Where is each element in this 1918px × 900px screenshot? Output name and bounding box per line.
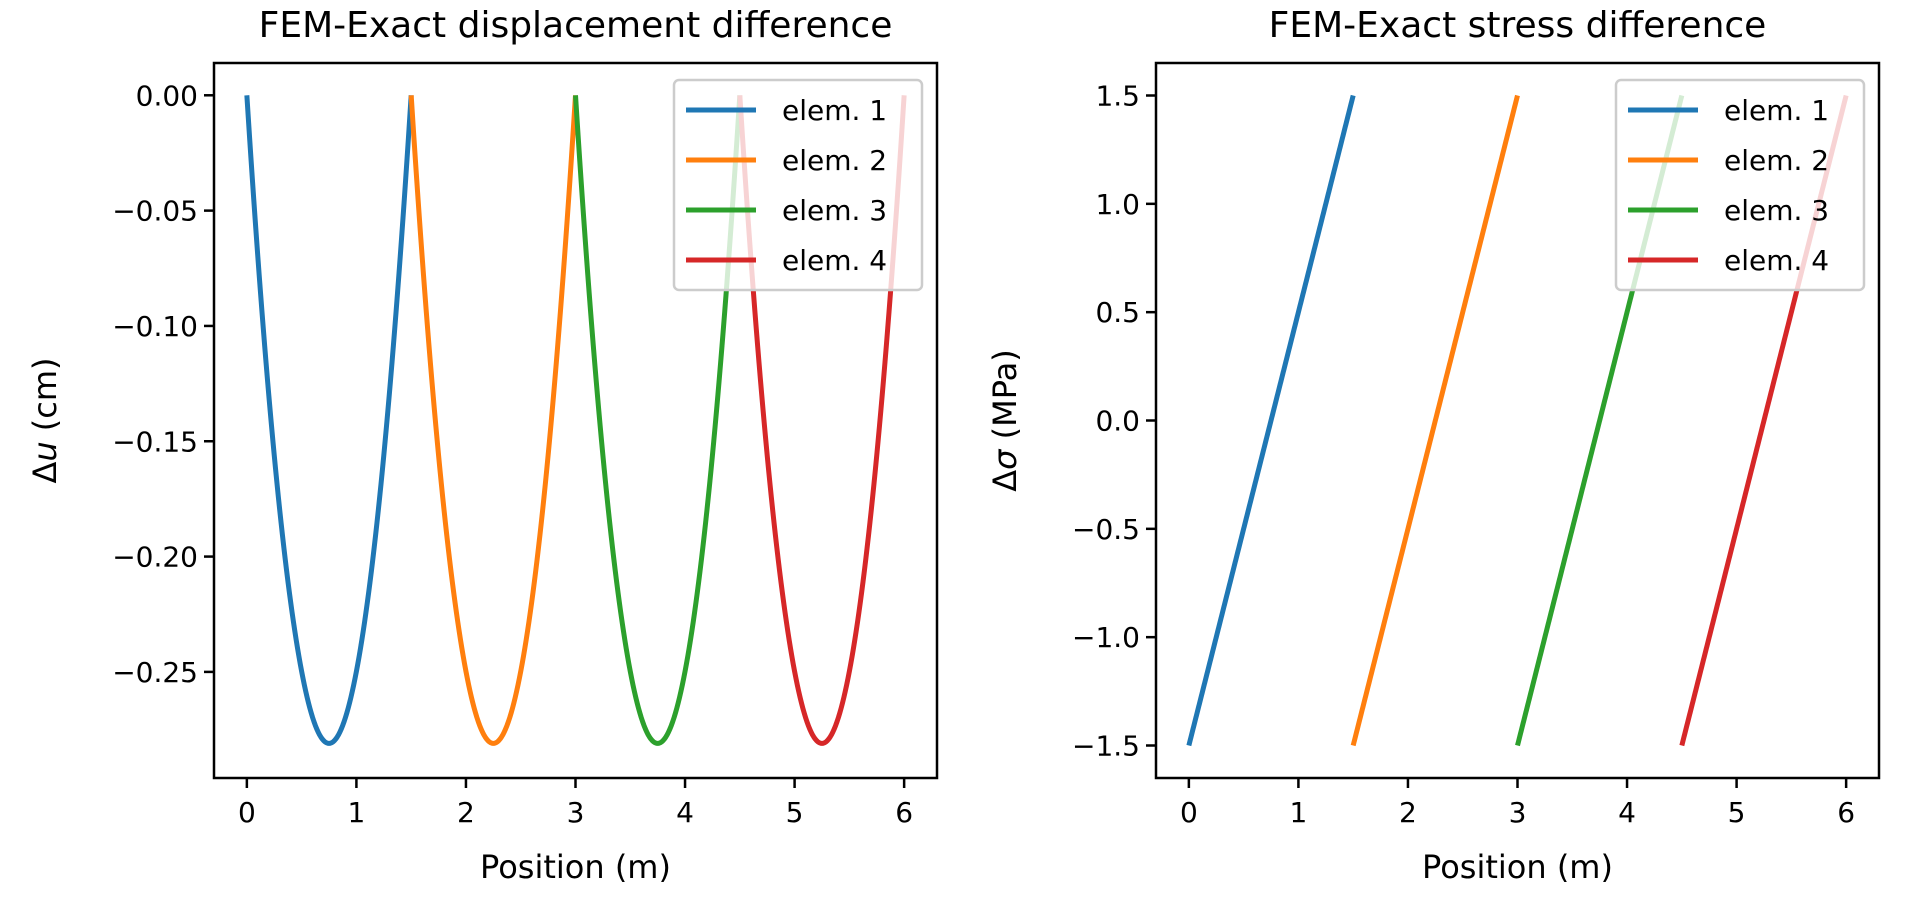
legend-item: elem. 4 [1628, 244, 1829, 277]
y-tick-label: −1.5 [1072, 730, 1140, 763]
chart-panel-1: 0 1 2 3 4 5 6 0.00 −0.05 −0.10 −0.15 −0.20 −0.25 FEM-… [26, 5, 939, 886]
x-tick-label: 6 [1837, 796, 1855, 829]
x-tick-label: 3 [1509, 796, 1527, 829]
legend-label: elem. 2 [782, 144, 887, 177]
legend-label: elem. 2 [1724, 144, 1829, 177]
legend-item: elem. 2 [1628, 144, 1829, 177]
legend-item: elem. 2 [686, 144, 887, 177]
y-axis-label: Δσ (MPa) [986, 349, 1024, 491]
chart-title: FEM-Exact displacement difference [259, 5, 893, 46]
x-tick-label: 0 [238, 796, 256, 829]
y-axis-label-symbol: u [26, 441, 64, 461]
legend: elem. 1 elem. 2 elem. 3 elem. 4 [1614, 78, 1866, 292]
x-tick-label: 5 [786, 796, 804, 829]
y-tick-label: −0.15 [112, 425, 198, 458]
y-tick-label: −0.20 [112, 541, 198, 574]
legend-box [672, 78, 924, 292]
y-tick-label: 1.5 [1095, 80, 1140, 113]
x-tick-label: 0 [1180, 796, 1198, 829]
x-tick-label: 2 [457, 796, 475, 829]
series-line-2 [1350, 94, 1520, 747]
legend-box [1614, 78, 1866, 292]
y-axis-label-prefix: Δ [986, 470, 1024, 492]
y-axis-label-symbol: σ [986, 448, 1024, 470]
chart-title: FEM-Exact stress difference [1269, 5, 1767, 46]
series-line-4 [737, 95, 907, 746]
y-axis-label-prefix: Δ [26, 462, 64, 484]
series-line-3 [573, 95, 743, 746]
y-tick-label: −1.0 [1072, 621, 1140, 654]
chart-panel-2: 0 1 2 3 4 5 6 1.5 1.0 0.5 0.0 −0.5 −1.0 −1.5 FEM-Exact… [986, 5, 1881, 886]
legend: elem. 1 elem. 2 elem. 3 elem. 4 [672, 78, 924, 292]
y-tick-label: 0.0 [1095, 405, 1140, 438]
legend-item: elem. 1 [686, 94, 887, 127]
x-tick-label: 1 [347, 796, 365, 829]
y-axis-label-unit: (cm) [26, 357, 64, 441]
y-axis-label-unit: (MPa) [986, 349, 1024, 449]
x-tick-label: 4 [1618, 796, 1636, 829]
legend-label: elem. 4 [782, 244, 887, 277]
series-line-2 [408, 95, 578, 746]
legend-label: elem. 3 [782, 194, 887, 227]
x-axis-label: Position (m) [480, 848, 671, 886]
x-tick-label: 3 [567, 796, 585, 829]
series-line-1 [1186, 94, 1356, 747]
y-tick-label: 0.5 [1095, 296, 1140, 329]
y-tick-label: −0.5 [1072, 513, 1140, 546]
y-tick-label: −0.25 [112, 656, 198, 689]
x-tick-label: 1 [1289, 796, 1307, 829]
x-tick-label: 4 [676, 796, 694, 829]
legend-item: elem. 1 [1628, 94, 1829, 127]
legend-label: elem. 1 [1724, 94, 1829, 127]
y-tick-label: 0.00 [136, 79, 198, 112]
series-line-1 [244, 95, 414, 746]
legend-item: elem. 3 [686, 194, 887, 227]
y-tick-label: −0.10 [112, 310, 198, 343]
x-tick-label: 6 [895, 796, 913, 829]
legend-item: elem. 4 [686, 244, 887, 277]
legend-label: elem. 1 [782, 94, 887, 127]
y-tick-label: −0.05 [112, 195, 198, 228]
legend-label: elem. 3 [1724, 194, 1829, 227]
legend-item: elem. 3 [1628, 194, 1829, 227]
x-axis-label: Position (m) [1422, 848, 1613, 886]
y-tick-label: 1.0 [1095, 188, 1140, 221]
legend-label: elem. 4 [1724, 244, 1829, 277]
x-tick-label: 5 [1728, 796, 1746, 829]
x-tick-label: 2 [1399, 796, 1417, 829]
y-axis-label: Δu (cm) [26, 357, 64, 483]
